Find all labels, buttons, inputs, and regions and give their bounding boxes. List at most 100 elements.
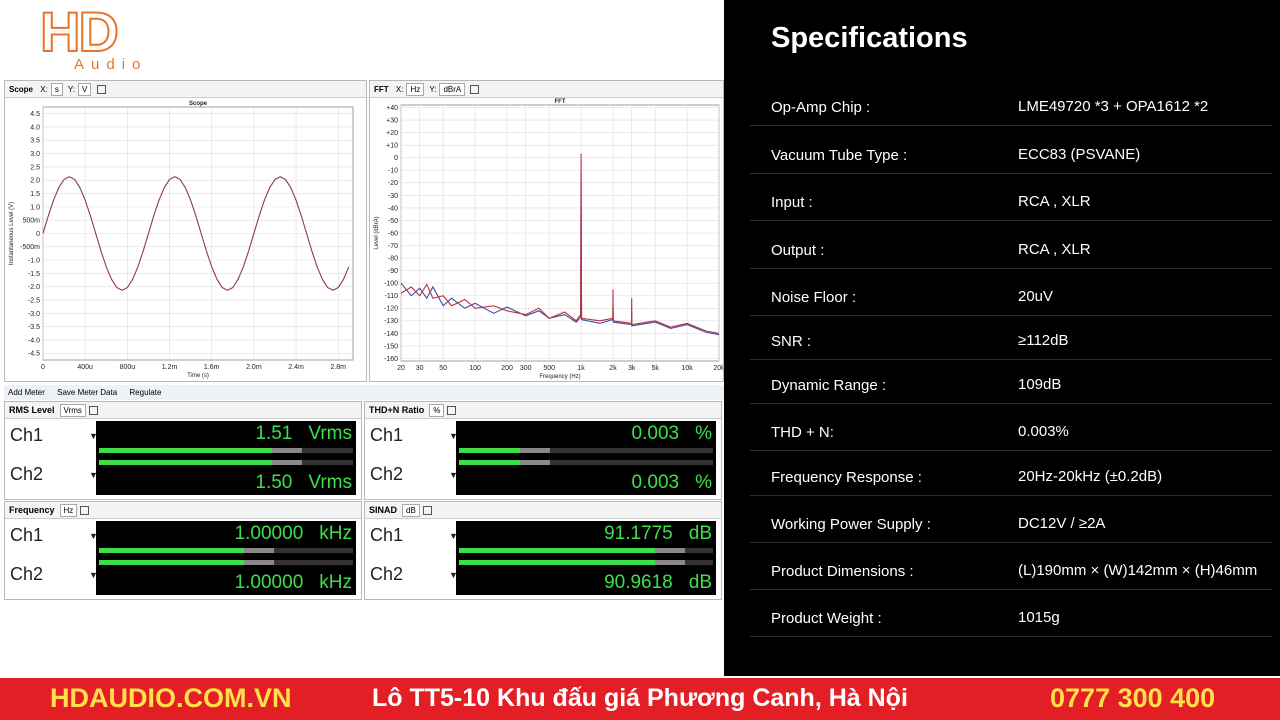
bar-level xyxy=(99,548,244,553)
meter-unit[interactable]: dB xyxy=(402,504,420,517)
separator xyxy=(750,403,1272,404)
y-unit[interactable]: dBrA xyxy=(439,83,466,96)
meter-unit[interactable]: % xyxy=(429,404,445,417)
meter-display: 91.1775 dB 90.9618 dB xyxy=(456,521,716,595)
meter-title: Frequency xyxy=(9,505,55,515)
scope-toolbar: Scope X: s Y: V xyxy=(5,81,366,98)
spec-label: Vacuum Tube Type : xyxy=(771,147,908,164)
series-line xyxy=(400,153,720,334)
y-tick-label: -120 xyxy=(384,306,398,313)
separator xyxy=(750,589,1272,590)
meter-display: 1.51 Vrms 1.50 Vrms xyxy=(96,421,356,495)
meter-value: 91.1775 dB xyxy=(588,523,712,545)
spec-value: ≥112dB xyxy=(1018,332,1069,349)
meter-title: THD+N Ratio xyxy=(369,405,425,415)
spec-label: SNR : xyxy=(771,333,812,350)
y-tick-label: -500m xyxy=(20,244,40,251)
website[interactable]: HDAUDIO.COM.VN xyxy=(50,683,292,713)
y-tick-label: -1.0 xyxy=(28,258,40,265)
x-tick-label: 1.2m xyxy=(162,364,178,371)
bar-level xyxy=(459,548,655,553)
value-text: 1.00000 xyxy=(234,523,304,544)
spec-label: Product Dimensions : xyxy=(771,563,914,580)
value-unit: % xyxy=(695,472,712,493)
separator xyxy=(750,220,1272,221)
y-tick-label: 2.0 xyxy=(30,178,40,185)
value-text: 91.1775 xyxy=(604,523,673,544)
meter-unit[interactable]: Hz xyxy=(59,504,78,517)
x-tick-label: 2.8m xyxy=(330,364,346,371)
spec-label: THD + N: xyxy=(771,424,834,441)
meter-value: 90.9618 dB xyxy=(588,572,712,594)
spec-value: LME49720 *3 + OPA1612 *2 xyxy=(1018,98,1209,115)
y-axis-label: Level (dBrA) xyxy=(374,216,380,249)
y-tick-label: -2.0 xyxy=(28,284,40,291)
spec-value: 20Hz-20kHz (±0.2dB) xyxy=(1018,468,1163,485)
spec-value: 20uV xyxy=(1018,288,1054,305)
bar-level xyxy=(459,460,520,465)
channel-name: Ch1 xyxy=(10,525,44,545)
address: Lô TT5-10 Khu đấu giá Phương Canh, Hà Nộ… xyxy=(372,684,908,712)
channel-dropdown: ▼ xyxy=(449,470,458,480)
value-text: 1.00000 xyxy=(234,572,304,593)
x-axis-label: Frequency (Hz) xyxy=(539,374,580,380)
spec-label: Output : xyxy=(771,242,825,259)
spec-label: Product Weight : xyxy=(771,610,882,627)
separator xyxy=(750,636,1272,637)
y-tick-label: -150 xyxy=(384,343,398,350)
y-tick-label: -110 xyxy=(385,293,399,300)
series-line xyxy=(42,176,350,291)
x-unit[interactable]: s xyxy=(50,83,63,96)
y-tick-label: -10 xyxy=(388,168,398,175)
settings-icon[interactable] xyxy=(96,85,106,95)
scope-chart: Scope 4.5 4.0 3.5 3.0 2.5 2.0 1.5 1.0 500m 0 -500m -… xyxy=(9,101,354,379)
value-text: 0.003 xyxy=(631,472,680,493)
meter-title: RMS Level xyxy=(9,405,55,415)
level-bar xyxy=(459,548,713,553)
regulate[interactable]: Regulate xyxy=(129,388,162,397)
value-unit: dB xyxy=(688,572,712,593)
spec-label: Noise Floor : xyxy=(771,289,857,306)
settings-icon[interactable] xyxy=(80,506,90,516)
x-tick-label: 3k xyxy=(628,365,636,372)
y-tick-label: -20 xyxy=(388,180,398,187)
y-tick-label: +40 xyxy=(386,105,398,112)
settings-icon[interactable] xyxy=(422,506,432,516)
meter-unit[interactable]: Vrms xyxy=(59,404,86,417)
y-unit[interactable]: V xyxy=(78,83,92,96)
x-key: X: xyxy=(40,85,48,94)
save-meter-data[interactable]: Save Meter Data xyxy=(57,388,118,397)
channel-dropdown: ▼ xyxy=(89,570,98,580)
channel-dropdown: ▼ xyxy=(449,570,458,580)
meter-value: 1.50 Vrms xyxy=(239,472,352,494)
x-unit[interactable]: Hz xyxy=(406,83,425,96)
spec-value: 109dB xyxy=(1018,376,1062,393)
x-tick-label: 2k xyxy=(609,365,617,372)
spec-label: Input : xyxy=(771,194,813,211)
add-meter[interactable]: Add Meter xyxy=(8,388,45,397)
meter-value: 0.003% xyxy=(616,472,712,494)
y-tick-label: -50 xyxy=(388,218,398,225)
channel-name: Ch1 xyxy=(370,425,404,445)
spec-label: Frequency Response : xyxy=(771,469,922,486)
y-tick-label: -140 xyxy=(384,331,398,338)
spec-background xyxy=(724,0,1280,676)
spec-value: 1015g xyxy=(1018,609,1060,626)
channel-name: Ch2 xyxy=(10,464,44,484)
channel-name: Ch2 xyxy=(370,564,404,584)
y-tick-label: 500m xyxy=(22,218,40,225)
channel-dropdown: ▼ xyxy=(89,431,98,441)
value-unit: Vrms xyxy=(308,423,352,444)
channel-dropdown: ▼ xyxy=(449,431,458,441)
spec-value: RCA , XLR xyxy=(1018,241,1091,258)
meter-display: 1.00000 kHz 1.00000 kHz xyxy=(96,521,356,595)
spec-label: Working Power Supply : xyxy=(771,516,931,533)
phone[interactable]: 0777 300 400 xyxy=(1050,683,1216,713)
settings-icon[interactable] xyxy=(447,406,457,416)
scope-panel: Scope X: s Y: V Scope 4.5 4.0 3.5 3.0 2.5 2.0 1.5… xyxy=(4,80,367,382)
spec-value: RCA , XLR xyxy=(1018,193,1091,210)
value-unit: % xyxy=(695,423,712,444)
settings-icon[interactable] xyxy=(470,85,480,95)
settings-icon[interactable] xyxy=(88,406,98,416)
meter-panel: THD+N Ratio% 0.003% 0.003% Ch1 ▼ Ch2 ▼ xyxy=(364,401,722,500)
